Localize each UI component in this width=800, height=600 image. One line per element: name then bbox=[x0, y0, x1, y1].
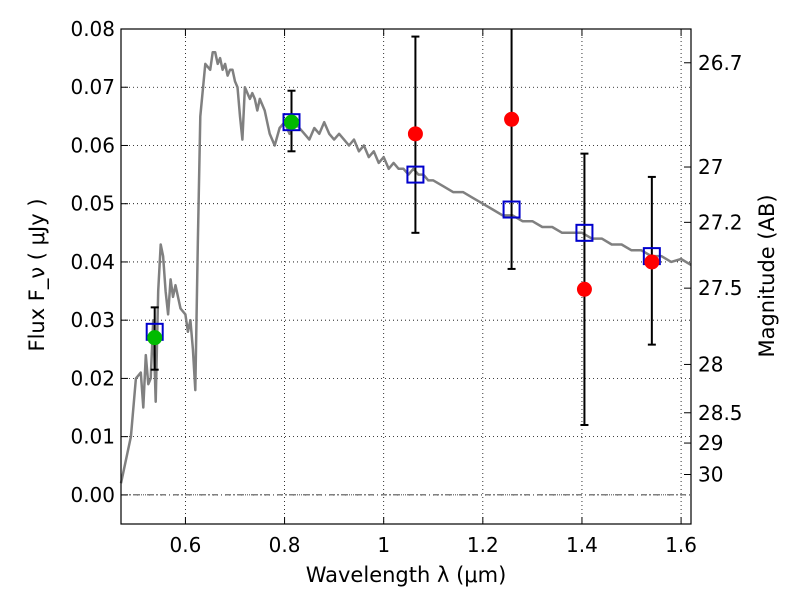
x-tick-label: 0.6 bbox=[170, 533, 202, 557]
y-tick-label: 0.03 bbox=[70, 308, 115, 332]
y-tick-label: 0.07 bbox=[70, 75, 115, 99]
y-tick-label: 0.05 bbox=[70, 192, 115, 216]
model-photometry-square bbox=[406, 165, 425, 184]
axis-ticks bbox=[121, 28, 691, 524]
y2-tick-label: 27.5 bbox=[698, 276, 743, 300]
y2-tick-label: 27 bbox=[698, 155, 723, 179]
x-axis-label: Wavelength λ (μm) bbox=[306, 563, 507, 587]
observed-point bbox=[407, 126, 423, 142]
axis-tick-labels: 0.6 0.8 1 1.2 1.4 1.6 0.00 0.01 0.02 0.03 0.04 0.05… bbox=[70, 17, 742, 557]
observed-point bbox=[147, 330, 163, 346]
x-tick-label: 1 bbox=[377, 533, 390, 557]
plot-frame bbox=[120, 28, 692, 525]
y-tick-label: 0.08 bbox=[70, 17, 115, 41]
observed-point bbox=[284, 114, 300, 130]
data-points bbox=[145, 111, 661, 346]
y-tick-label: 0.06 bbox=[70, 133, 115, 157]
y-tick-label: 0.04 bbox=[70, 250, 115, 274]
observed-point bbox=[504, 111, 520, 127]
observed-point bbox=[644, 254, 660, 270]
y2-tick-label: 28.5 bbox=[698, 401, 743, 425]
model-photometry-square bbox=[575, 223, 594, 242]
model-photometry-square bbox=[502, 200, 521, 219]
x-tick-label: 1.6 bbox=[665, 533, 697, 557]
y2-axis-label: Magnitude (AB) bbox=[755, 194, 779, 357]
y2-tick-label: 30 bbox=[698, 463, 723, 487]
x-tick-label: 1.2 bbox=[467, 533, 499, 557]
grid-lines bbox=[121, 28, 691, 524]
x-tick-label: 1.4 bbox=[566, 533, 598, 557]
y-tick-label: 0.00 bbox=[70, 483, 115, 507]
observed-point bbox=[576, 281, 592, 297]
y-tick-label: 0.02 bbox=[70, 366, 115, 390]
y2-tick-label: 28 bbox=[698, 352, 723, 376]
y2-tick-label: 27.2 bbox=[698, 210, 743, 234]
x-tick-label: 0.8 bbox=[269, 533, 301, 557]
model-photometry-square bbox=[282, 113, 301, 132]
y-axis-label: Flux F_ν ( μJy ) bbox=[25, 198, 50, 351]
y-tick-label: 0.01 bbox=[70, 425, 115, 449]
y2-tick-label: 26.7 bbox=[698, 51, 743, 75]
y2-tick-label: 29 bbox=[698, 431, 723, 455]
